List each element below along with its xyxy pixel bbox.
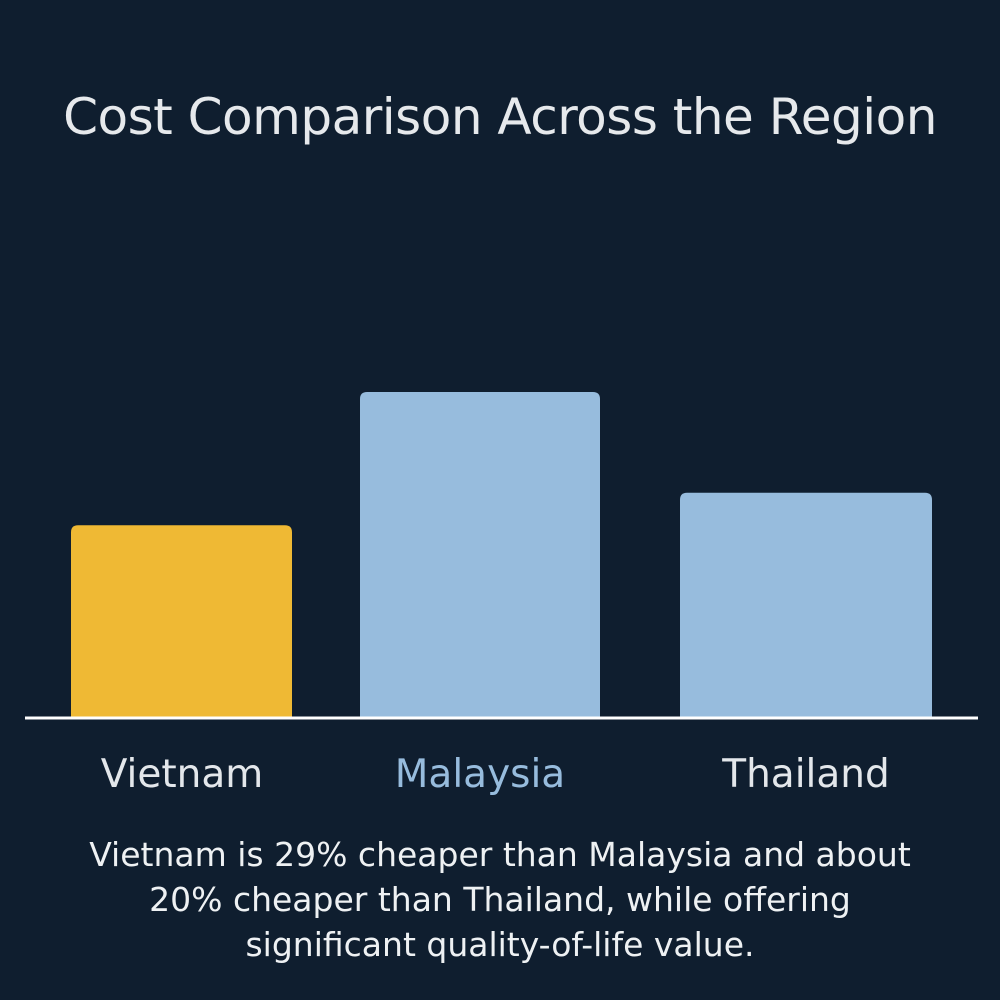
- bar-vietnam: [71, 525, 292, 717]
- caption-line: 20% cheaper than Thailand, while offerin…: [149, 880, 851, 919]
- x-tick-label-vietnam: Vietnam: [100, 752, 264, 797]
- bar-malaysia: [360, 392, 600, 717]
- caption-line: Vietnam is 29% cheaper than Malaysia and…: [89, 835, 911, 874]
- caption: Vietnam is 29% cheaper than Malaysia and…: [0, 832, 1000, 967]
- x-tick-label-malaysia: Malaysia: [394, 752, 566, 797]
- bar-thailand: [680, 492, 932, 717]
- x-tick-label-thailand: Thailand: [722, 752, 890, 797]
- chart-title: Cost Comparison Across the Region: [63, 88, 937, 146]
- caption-line: significant quality-of-life value.: [245, 925, 755, 964]
